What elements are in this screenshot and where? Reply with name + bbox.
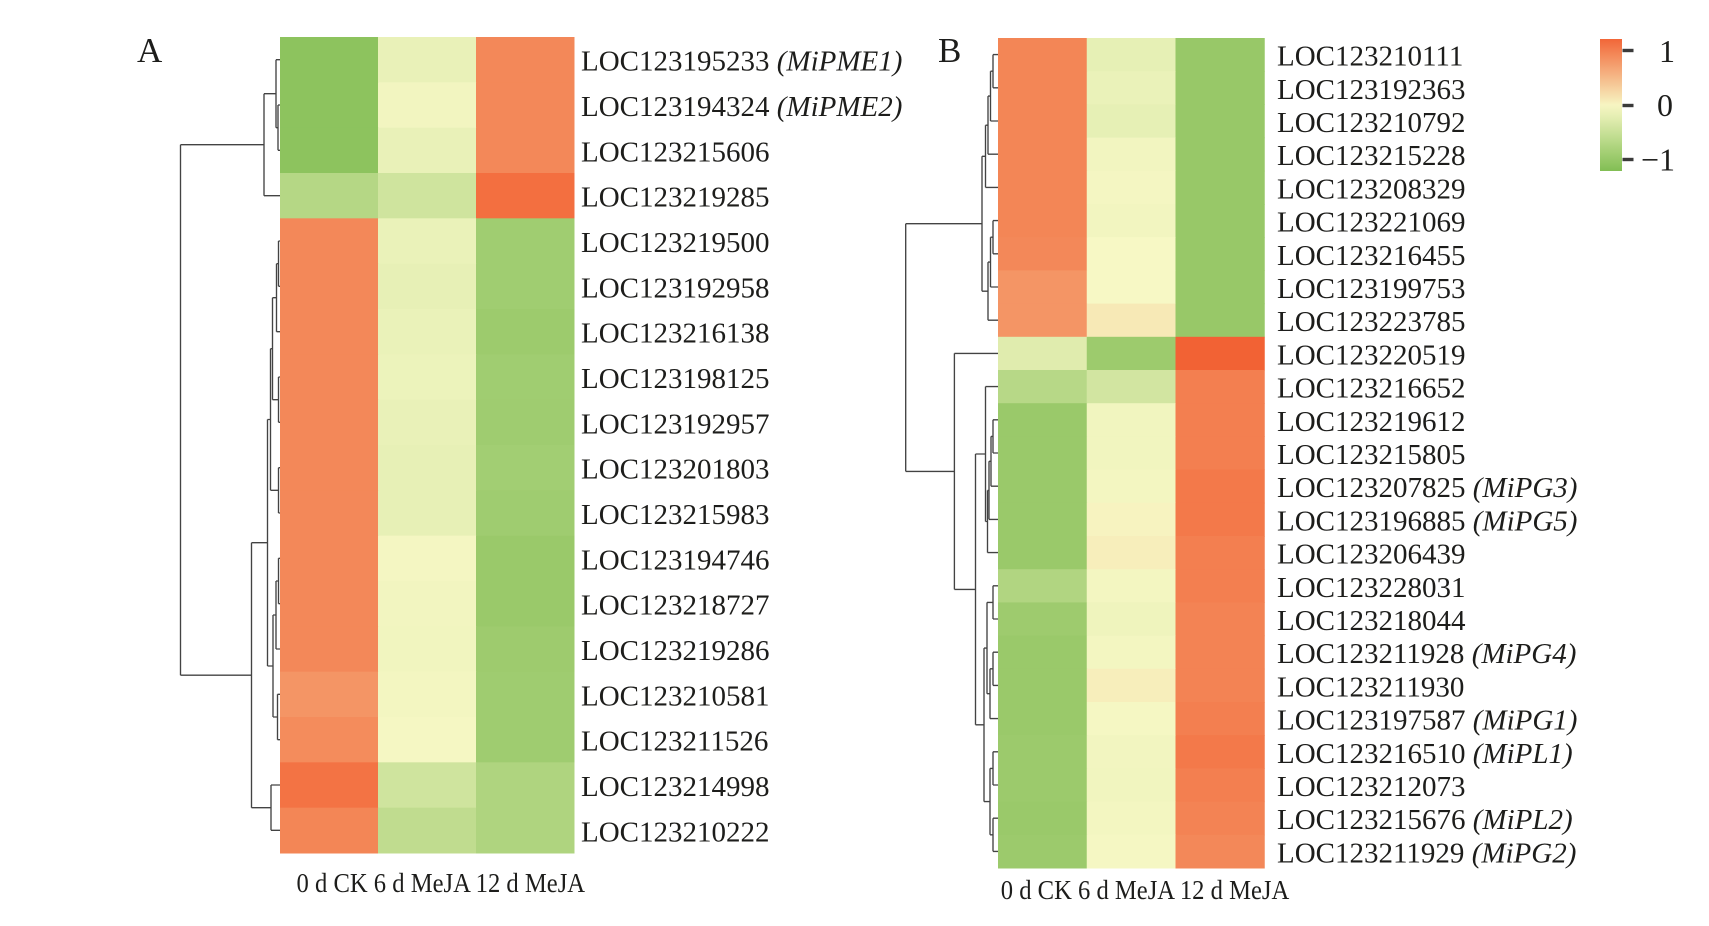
- svg-text:LOC123210792: LOC123210792: [1277, 107, 1466, 139]
- svg-text:0: 0: [1657, 87, 1673, 123]
- svg-text:B: B: [938, 31, 961, 70]
- svg-text:0 d CK 6 d MeJA 12 d MeJA: 0 d CK 6 d MeJA 12 d MeJA: [1001, 875, 1290, 905]
- svg-text:LOC123206439: LOC123206439: [1277, 539, 1466, 571]
- svg-text:LOC123215676 (MiPL2): LOC123215676 (MiPL2): [1277, 804, 1573, 836]
- svg-text:LOC123211526: LOC123211526: [581, 726, 768, 758]
- svg-text:LOC123216510 (MiPL1): LOC123216510 (MiPL1): [1277, 738, 1573, 770]
- svg-text:LOC123199753: LOC123199753: [1277, 273, 1466, 305]
- svg-text:LOC123219612: LOC123219612: [1277, 406, 1466, 438]
- svg-text:LOC123195233 (MiPME1): LOC123195233 (MiPME1): [581, 46, 902, 78]
- svg-text:LOC123201803: LOC123201803: [581, 454, 770, 486]
- svg-text:LOC123215983: LOC123215983: [581, 499, 770, 531]
- svg-text:LOC123194746: LOC123194746: [581, 544, 770, 576]
- svg-text:LOC123197587 (MiPG1): LOC123197587 (MiPG1): [1277, 705, 1577, 737]
- svg-text:LOC123214998: LOC123214998: [581, 771, 770, 803]
- svg-text:LOC123207825 (MiPG3): LOC123207825 (MiPG3): [1277, 472, 1577, 504]
- svg-text:LOC123215228: LOC123215228: [1277, 140, 1466, 172]
- svg-text:0 d CK 6 d MeJA 12 d MeJA: 0 d CK 6 d MeJA 12 d MeJA: [297, 868, 586, 898]
- svg-text:LOC123218727: LOC123218727: [581, 590, 770, 622]
- svg-text:LOC123211928 (MiPG4): LOC123211928 (MiPG4): [1277, 638, 1576, 670]
- svg-text:LOC123196885 (MiPG5): LOC123196885 (MiPG5): [1277, 505, 1577, 537]
- svg-text:LOC123211929 (MiPG2): LOC123211929 (MiPG2): [1277, 837, 1576, 869]
- svg-text:LOC123216138: LOC123216138: [581, 318, 770, 350]
- svg-text:LOC123215805: LOC123215805: [1277, 439, 1466, 471]
- svg-text:LOC123210581: LOC123210581: [581, 680, 770, 712]
- svg-text:A: A: [137, 31, 163, 70]
- svg-text:LOC123212073: LOC123212073: [1277, 771, 1466, 803]
- svg-text:LOC123192958: LOC123192958: [581, 272, 770, 304]
- svg-text:LOC123219500: LOC123219500: [581, 227, 770, 259]
- svg-text:LOC123210222: LOC123210222: [581, 816, 770, 848]
- svg-text:LOC123192363: LOC123192363: [1277, 74, 1466, 106]
- svg-text:LOC123192957: LOC123192957: [581, 408, 770, 440]
- svg-text:LOC123228031: LOC123228031: [1277, 572, 1466, 604]
- svg-text:LOC123194324 (MiPME2): LOC123194324 (MiPME2): [581, 91, 902, 123]
- svg-text:LOC123211930: LOC123211930: [1277, 671, 1464, 703]
- svg-text:LOC123219286: LOC123219286: [581, 635, 770, 667]
- svg-text:LOC123220519: LOC123220519: [1277, 339, 1466, 371]
- svg-text:LOC123223785: LOC123223785: [1277, 306, 1466, 338]
- svg-text:LOC123216455: LOC123216455: [1277, 240, 1466, 272]
- svg-text:LOC123210111: LOC123210111: [1277, 41, 1463, 73]
- svg-text:LOC123208329: LOC123208329: [1277, 173, 1466, 205]
- svg-text:1: 1: [1659, 33, 1675, 69]
- svg-text:LOC123216652: LOC123216652: [1277, 373, 1466, 405]
- svg-text:LOC123218044: LOC123218044: [1277, 605, 1466, 637]
- svg-text:LOC123221069: LOC123221069: [1277, 207, 1466, 239]
- svg-text:LOC123219285: LOC123219285: [581, 182, 770, 214]
- svg-text:LOC123215606: LOC123215606: [581, 136, 770, 168]
- svg-text:−1: −1: [1641, 141, 1675, 177]
- svg-text:LOC123198125: LOC123198125: [581, 363, 770, 395]
